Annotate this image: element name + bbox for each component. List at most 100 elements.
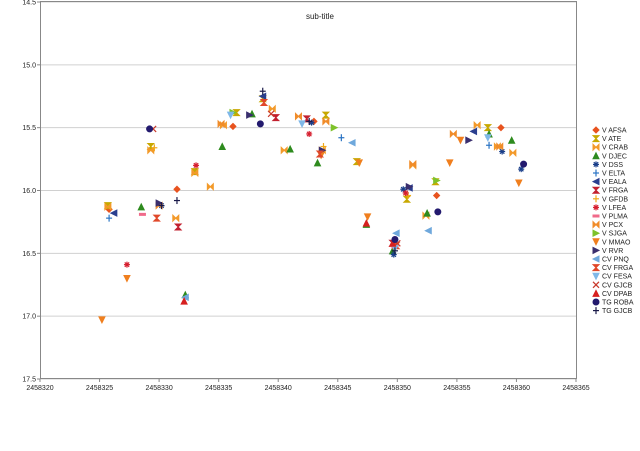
legend-marker bbox=[593, 307, 599, 315]
data-point bbox=[445, 159, 454, 167]
legend-label: V MMAO bbox=[602, 239, 631, 246]
x-tick-label: 2458325 bbox=[86, 385, 113, 392]
data-point bbox=[267, 110, 275, 118]
data-point bbox=[473, 120, 481, 130]
legend-label: V ELTA bbox=[602, 171, 625, 178]
x-tick-label: 2458320 bbox=[26, 385, 53, 392]
data-points bbox=[98, 87, 528, 325]
data-point bbox=[496, 142, 504, 151]
legend-label: CV FRGA bbox=[602, 265, 633, 272]
data-point bbox=[286, 144, 294, 153]
data-point bbox=[330, 123, 339, 132]
data-point bbox=[146, 125, 154, 133]
legend-marker bbox=[591, 264, 601, 272]
data-point bbox=[226, 111, 235, 120]
x-tick-label: 2458360 bbox=[503, 385, 530, 392]
data-point bbox=[497, 123, 505, 132]
legend-label: V ATE bbox=[602, 136, 622, 143]
legend-marker bbox=[593, 195, 599, 203]
legend-label: V CRAB bbox=[602, 145, 628, 152]
data-point bbox=[181, 293, 189, 302]
legend-label: V GFDB bbox=[602, 196, 628, 203]
legend-item: V DJEC bbox=[592, 151, 627, 160]
data-point bbox=[390, 251, 397, 258]
y-tick-label: 15.5 bbox=[22, 125, 36, 132]
data-point bbox=[483, 124, 493, 132]
y-tick-label: 14.5 bbox=[22, 0, 36, 7]
y-tick-label: 16.5 bbox=[22, 251, 36, 258]
legend-item: V MMAO bbox=[592, 238, 631, 246]
legend-marker bbox=[591, 135, 601, 143]
data-point bbox=[173, 197, 180, 205]
data-point bbox=[499, 148, 506, 155]
legend-marker bbox=[591, 177, 600, 186]
legend-item: TG GJCB bbox=[593, 307, 633, 315]
legend-label: V DSS bbox=[602, 162, 623, 169]
data-point bbox=[193, 162, 200, 169]
legend-label: V RVR bbox=[602, 248, 623, 255]
data-point bbox=[486, 141, 493, 149]
data-point bbox=[152, 214, 161, 222]
data-point bbox=[322, 117, 330, 126]
legend-item: V ELTA bbox=[593, 169, 625, 178]
data-point bbox=[515, 179, 523, 188]
legend-item: V PCX bbox=[592, 220, 623, 229]
data-point bbox=[347, 138, 356, 147]
legend-label: V SJGA bbox=[602, 231, 627, 238]
data-point bbox=[229, 122, 237, 131]
data-point bbox=[434, 208, 442, 216]
legend-item: V DSS bbox=[593, 161, 623, 169]
legend-marker bbox=[592, 298, 600, 306]
x-tick-label: 2458340 bbox=[265, 385, 292, 392]
legend-item: V ATE bbox=[591, 135, 622, 143]
data-point bbox=[180, 296, 188, 305]
data-point bbox=[206, 182, 214, 191]
data-point bbox=[298, 120, 306, 129]
data-point bbox=[218, 142, 227, 151]
data-point bbox=[391, 247, 398, 255]
legend-marker bbox=[592, 281, 600, 289]
legend-item: V LFEA bbox=[593, 204, 626, 212]
legend-label: CV PNQ bbox=[602, 257, 629, 264]
legend-item: V SJGA bbox=[592, 229, 627, 238]
legend-item: V CRAB bbox=[592, 142, 628, 152]
data-point bbox=[507, 136, 516, 144]
legend-item: CV PNQ bbox=[591, 255, 629, 264]
data-point bbox=[405, 182, 414, 191]
data-point bbox=[123, 274, 131, 283]
data-point bbox=[280, 146, 288, 155]
data-point bbox=[509, 148, 517, 158]
legend-marker bbox=[592, 142, 600, 152]
legend-label: CV DPAB bbox=[602, 291, 633, 298]
data-point bbox=[469, 127, 478, 136]
chart-subtitle: sub-title bbox=[306, 12, 335, 21]
y-tick-label: 15.0 bbox=[22, 62, 36, 69]
data-point bbox=[362, 219, 371, 227]
data-point bbox=[258, 92, 267, 101]
legend-label: V LFEA bbox=[602, 205, 626, 212]
x-tick-label: 2458335 bbox=[205, 385, 232, 392]
data-point bbox=[424, 226, 432, 235]
data-point bbox=[409, 159, 417, 169]
legend-marker bbox=[593, 169, 599, 177]
legend-label: V FRGA bbox=[602, 188, 628, 195]
data-point bbox=[137, 202, 146, 211]
legend-marker bbox=[592, 151, 600, 160]
legend-label: TG GJCB bbox=[602, 308, 633, 315]
legend-item: CV FRGA bbox=[591, 264, 633, 272]
legend-item: V AFSA bbox=[592, 126, 627, 135]
legend-label: V PCX bbox=[602, 222, 623, 229]
data-point bbox=[155, 199, 164, 207]
data-point bbox=[465, 136, 473, 145]
x-tick-label: 2458345 bbox=[324, 385, 351, 392]
y-tick-label: 17.0 bbox=[22, 314, 36, 321]
data-point bbox=[268, 104, 276, 114]
legend-item: V FRGA bbox=[591, 186, 628, 195]
legend-marker bbox=[592, 214, 600, 218]
data-point bbox=[217, 119, 225, 129]
legend-marker bbox=[592, 289, 600, 297]
legend-marker bbox=[592, 246, 601, 255]
